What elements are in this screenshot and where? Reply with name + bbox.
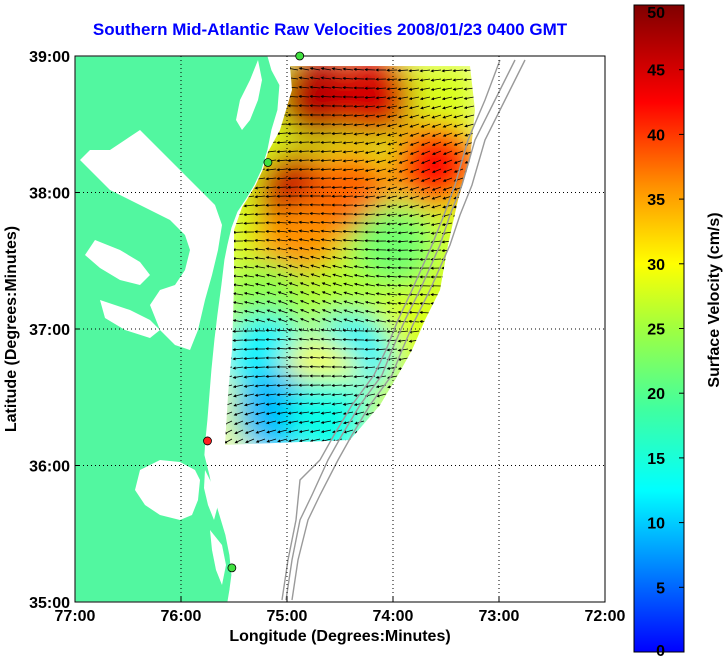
colorbar-tick-label-8: 40 [647, 127, 665, 144]
station-marker-1 [263, 158, 273, 167]
station-marker-0 [295, 51, 305, 61]
x-tick-label-5: 72:00 [585, 608, 626, 625]
x-axis-label: Longitude (Degrees:Minutes) [229, 628, 450, 645]
grid [75, 56, 605, 602]
colorbar-tick-label-7: 35 [647, 192, 665, 209]
station-marker-3 [227, 563, 237, 573]
colorbar-tick-label-4: 20 [647, 386, 665, 403]
y-tick-label-1: 36:00 [29, 459, 70, 476]
y-tick-label-4: 39:00 [29, 49, 70, 66]
y-tick-label-3: 38:00 [29, 186, 70, 203]
colorbar-tick-label-5: 25 [647, 322, 665, 339]
x-tick-label-3: 74:00 [373, 608, 414, 625]
y-tick-label-2: 37:00 [29, 322, 70, 339]
x-tick-label-0: 77:00 [55, 608, 96, 625]
colorbar-axis: 0 5 10 15 20 25 30 35 40 45 50 [647, 4, 684, 659]
colorbar-tick-label-9: 45 [647, 63, 665, 80]
colorbar-tick-label-3: 15 [647, 451, 665, 468]
station-marker-2 [203, 436, 212, 446]
x-tick-label-2: 75:00 [267, 608, 308, 625]
bathymetry-contours [281, 59, 526, 601]
y-axis: 35:00 36:00 37:00 38:00 39:00 [29, 49, 80, 612]
x-tick-label-1: 76:00 [161, 608, 202, 625]
colorbar-tick-label-10: 50 [647, 5, 665, 22]
x-tick-label-4: 73:00 [479, 608, 520, 625]
y-axis-label: Latitude (Degrees:Minutes) [3, 226, 20, 432]
colorbar-label: Surface Velocity (cm/s) [706, 212, 723, 387]
stations [203, 51, 305, 573]
colorbar-tick-label-6: 30 [647, 257, 665, 274]
colorbar [633, 4, 685, 653]
chart-title: Southern Mid-Atlantic Raw Velocities 200… [92, 20, 568, 39]
colorbar-tick-label-2: 10 [647, 516, 665, 533]
x-axis: 77:00 76:00 75:00 74:00 73:00 72:00 [55, 597, 626, 625]
inland-water [80, 60, 262, 585]
colorbar-tick-label-1: 5 [656, 580, 665, 597]
colorbar-tick-label-0: 0 [656, 643, 665, 659]
y-tick-label-0: 35:00 [29, 595, 70, 612]
